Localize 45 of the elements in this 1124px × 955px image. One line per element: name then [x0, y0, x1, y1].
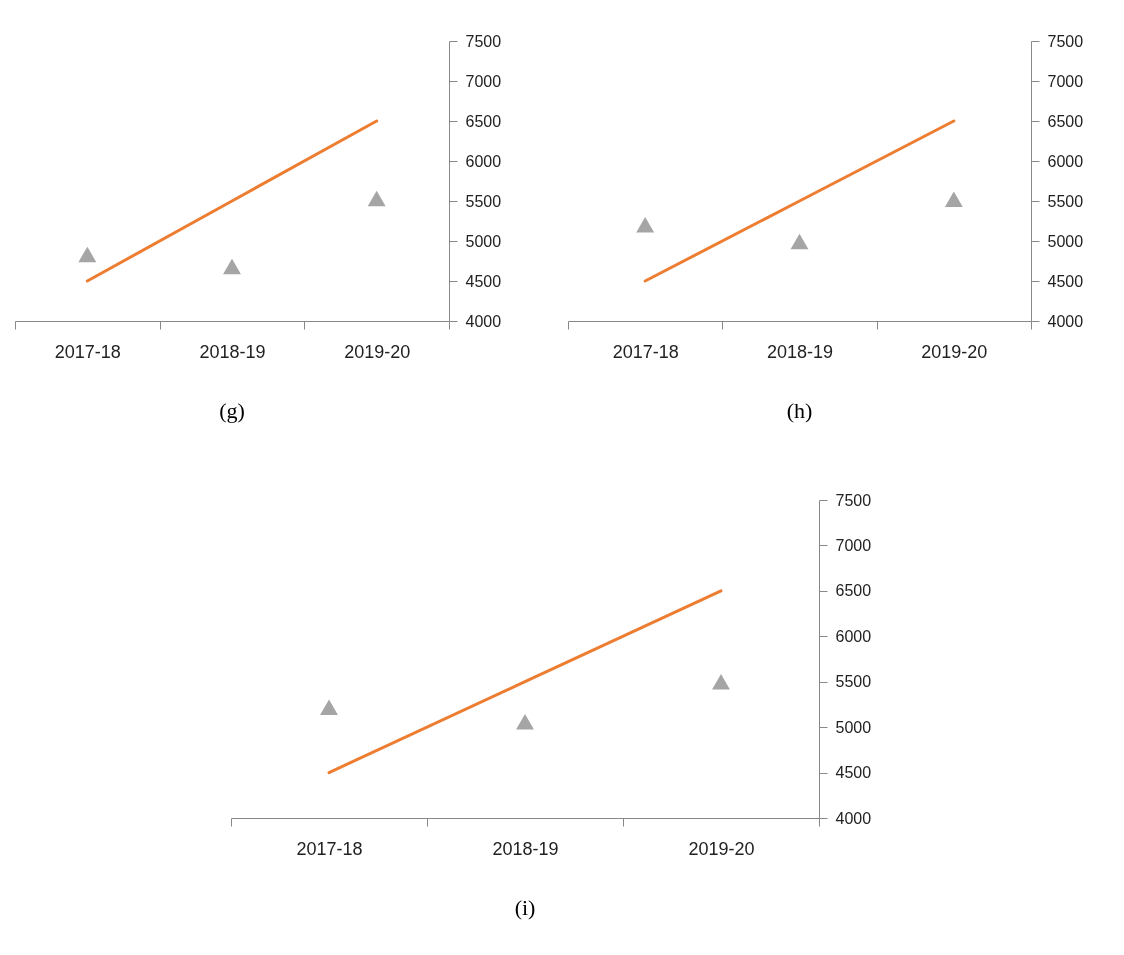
y-tick-label: 5000	[1047, 232, 1084, 250]
y-tick-label: 7500	[835, 491, 872, 509]
y-tick-label: 6000	[465, 152, 502, 170]
y-tick-label: 6000	[1047, 152, 1084, 170]
y-tick-label: 7000	[1047, 72, 1084, 90]
x-tick-label: 2018-19	[492, 838, 559, 859]
point	[516, 714, 534, 730]
y-tick-label: 7000	[465, 72, 502, 90]
point	[636, 217, 655, 233]
y-tick-label: 6500	[465, 112, 502, 130]
text: (i)	[514, 895, 536, 920]
x-tick-label: 2018-19	[766, 341, 834, 362]
text: (h)	[786, 398, 813, 423]
point	[367, 190, 386, 207]
y-tick-label: 4000	[465, 312, 502, 330]
text: (g)	[219, 398, 245, 423]
y-tick-label: 4000	[835, 809, 872, 827]
y-tick-label: 5500	[1047, 192, 1084, 210]
y-tick-label: 4500	[835, 764, 872, 782]
y-tick-label: 7000	[835, 536, 872, 554]
x-tick-label: 2017-18	[612, 341, 679, 362]
y-tick-label: 6000	[835, 627, 872, 645]
y-tick-label: 5000	[835, 718, 872, 736]
point	[223, 258, 241, 275]
y-tick-label: 5000	[465, 232, 502, 250]
y-tick-label: 6500	[1047, 112, 1084, 130]
x-tick-label: 2017-18	[54, 341, 121, 362]
point	[712, 674, 730, 690]
x-tick-label: 2018-19	[199, 341, 266, 362]
y-tick-label: 4500	[1047, 272, 1084, 290]
y-tick-label: 6500	[835, 582, 872, 600]
x-tick-label: 2019-20	[688, 838, 755, 859]
point	[944, 191, 963, 207]
point	[320, 699, 338, 716]
point	[790, 233, 809, 250]
point	[78, 246, 97, 263]
y-tick-label: 4000	[1047, 312, 1084, 330]
y-tick-label: 4500	[465, 272, 502, 290]
y-tick-label: 5500	[465, 192, 502, 210]
y-tick-label: 5500	[835, 673, 872, 691]
y-tick-label: 7500	[1047, 32, 1084, 50]
x-tick-label: 2019-20	[344, 341, 411, 362]
x-tick-label: 2019-20	[921, 341, 988, 362]
x-tick-label: 2017-18	[296, 838, 363, 859]
y-tick-label: 7500	[465, 32, 502, 50]
